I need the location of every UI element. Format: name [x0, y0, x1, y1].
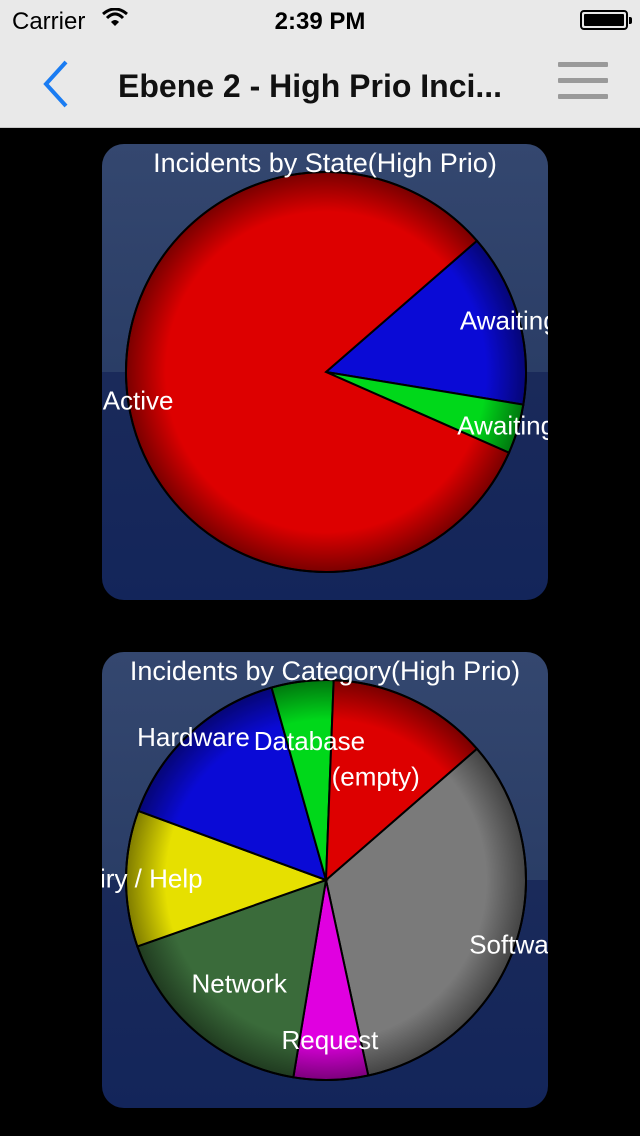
pie-slice-label: Inquiry / Help [102, 864, 203, 894]
state-pie-chart: Awaiting Awaiting Active [103, 171, 548, 573]
pie-slice-label: (empty) [332, 761, 420, 791]
pie-slice-label: Software [469, 930, 548, 960]
state-chart-title: Incidents by State(High Prio) [153, 148, 497, 178]
battery-icon [580, 10, 632, 30]
state-chart-card: Awaiting Awaiting Active Incidents by Stat… [102, 144, 548, 600]
category-chart-card: Software Request Network Inquiry / Help Hard… [102, 652, 548, 1108]
pie-slice-label: Awaiting [460, 305, 548, 335]
page-title: Ebene 2 - High Prio Inci... [118, 68, 503, 104]
category-pie-chart: Software Request Network Inquiry / Help Hard… [102, 679, 548, 1081]
category-chart-title: Incidents by Category(High Prio) [129, 656, 521, 686]
pie-slice-label: Request [281, 1025, 379, 1055]
chevron-left-icon[interactable] [36, 56, 76, 112]
pie-slice-label: Database [254, 726, 365, 756]
pie-slice-label: Awaiting [457, 411, 548, 441]
status-bar: Carrier 2:39 PM [0, 0, 640, 40]
navigation-bar: Ebene 2 - High Prio Inci... [0, 40, 640, 128]
pie-slice-label: Network [192, 968, 288, 998]
carrier-label: Carrier [12, 8, 86, 35]
hamburger-menu-icon[interactable] [558, 62, 608, 102]
wifi-icon [102, 8, 128, 26]
pie-slice-label: Hardware [137, 722, 250, 752]
pie-slice-label: Active [103, 385, 174, 415]
status-time: 2:39 PM [274, 8, 366, 35]
